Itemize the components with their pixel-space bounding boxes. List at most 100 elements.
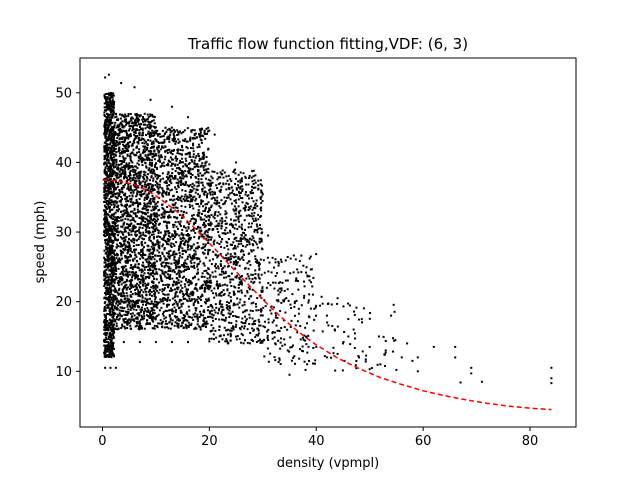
scatter-point (173, 223, 176, 226)
scatter-point (129, 282, 132, 285)
scatter-point (125, 261, 128, 264)
scatter-point (107, 282, 110, 285)
scatter-point (227, 186, 230, 189)
scatter-point (174, 186, 177, 189)
scatter-point (258, 324, 261, 327)
scatter-point (109, 134, 112, 137)
scatter-point (247, 252, 250, 255)
scatter-point (238, 301, 241, 304)
scatter-point (180, 161, 183, 164)
scatter-point (138, 177, 141, 180)
scatter-point (225, 306, 228, 309)
scatter-point (135, 145, 138, 148)
scatter-point (103, 302, 106, 305)
scatter-point (206, 309, 209, 312)
scatter-point (219, 219, 222, 222)
scatter-point (161, 272, 164, 275)
scatter-point (188, 223, 191, 226)
scatter-point (126, 246, 129, 249)
scatter-point (163, 138, 166, 141)
scatter-point (165, 252, 168, 255)
scatter-point (137, 123, 140, 126)
scatter-point (182, 210, 185, 213)
scatter-point (214, 303, 217, 306)
scatter-point (182, 326, 185, 329)
scatter-point (233, 244, 236, 247)
scatter-point (135, 299, 138, 302)
scatter-point (137, 263, 140, 266)
scatter-point (110, 320, 113, 323)
scatter-point (228, 321, 231, 324)
scatter-point (143, 139, 146, 142)
scatter-point (140, 301, 143, 304)
scatter-point (107, 214, 110, 217)
scatter-point (229, 198, 232, 201)
scatter-point (138, 231, 141, 234)
scatter-point (109, 251, 112, 254)
scatter-point (188, 191, 191, 194)
scatter-point (124, 176, 127, 179)
scatter-point (164, 145, 167, 148)
scatter-point (196, 247, 199, 250)
scatter-point (192, 207, 195, 210)
scatter-point (152, 227, 155, 230)
scatter-point (142, 278, 145, 281)
scatter-point (166, 137, 169, 140)
scatter-point (210, 289, 213, 292)
scatter-point (162, 195, 165, 198)
scatter-point (203, 275, 206, 278)
scatter-point (115, 257, 118, 260)
scatter-point (145, 302, 148, 305)
scatter-point (123, 212, 126, 215)
scatter-point (132, 168, 135, 171)
scatter-point (114, 265, 117, 268)
scatter-point (133, 314, 136, 317)
scatter-point (193, 165, 196, 168)
scatter-point (120, 182, 123, 185)
scatter-point (106, 130, 109, 133)
scatter-point (170, 149, 173, 152)
scatter-point (185, 165, 188, 168)
scatter-point (190, 282, 193, 285)
scatter-point (168, 289, 171, 292)
scatter-point (103, 102, 106, 105)
scatter-point (241, 190, 244, 193)
scatter-point (216, 227, 219, 230)
scatter-point (204, 243, 207, 246)
scatter-point (164, 298, 167, 301)
scatter-point (250, 215, 253, 218)
scatter-point (120, 123, 123, 126)
scatter-point (183, 140, 186, 143)
scatter-point (113, 158, 116, 161)
scatter-point (147, 265, 150, 268)
scatter-point (133, 224, 136, 227)
scatter-point (188, 203, 191, 206)
scatter-point (168, 278, 171, 281)
scatter-point (134, 292, 137, 295)
scatter-point (155, 154, 158, 157)
scatter-point (119, 261, 122, 264)
scatter-point (159, 298, 162, 301)
scatter-point (108, 175, 111, 178)
scatter-point (163, 326, 166, 329)
scatter-point (192, 313, 195, 316)
scatter-point (178, 180, 181, 183)
scatter-point (153, 277, 156, 280)
scatter-point (123, 287, 126, 290)
scatter-point (160, 155, 163, 158)
scatter-point (115, 181, 118, 184)
scatter-point (105, 147, 108, 150)
scatter-point (256, 261, 259, 264)
scatter-point (103, 123, 106, 126)
scatter-point (106, 276, 109, 279)
scatter-point (139, 155, 142, 158)
scatter-point (117, 234, 120, 237)
scatter-point (129, 312, 132, 315)
scatter-point (133, 288, 136, 291)
scatter-point (188, 170, 191, 173)
scatter-point (252, 282, 255, 285)
scatter-point (138, 210, 141, 213)
scatter-point (124, 239, 127, 242)
scatter-point (107, 306, 110, 309)
scatter-point (122, 240, 125, 243)
